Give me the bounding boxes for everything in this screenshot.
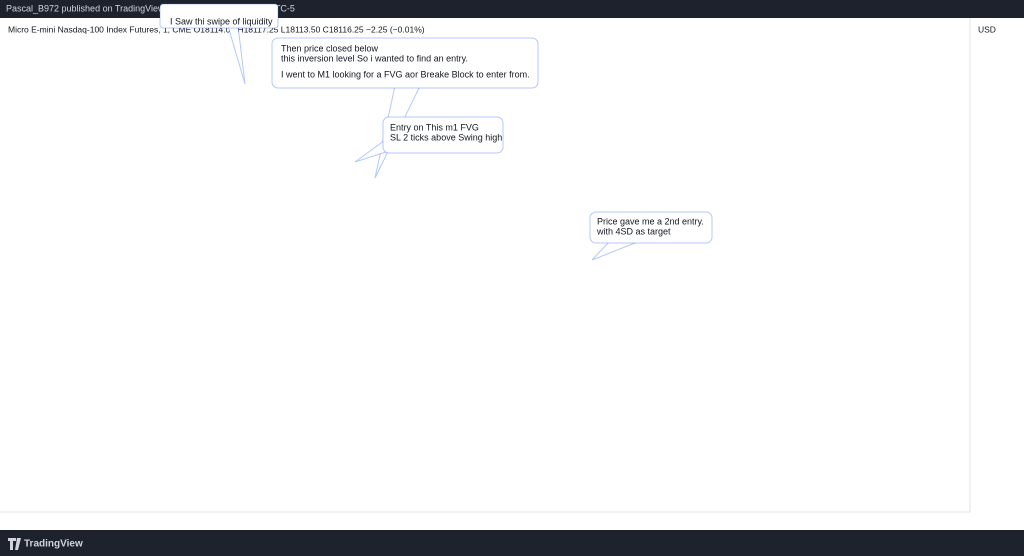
callout-text: with 4SD as target [596, 226, 671, 236]
callout-box [271, 37, 539, 89]
callout-text: I went to M1 looking for a FVG aor Break… [281, 69, 530, 79]
callout: I Saw thi swipe of liquidity [159, 3, 279, 85]
publisher: Pascal_B972 published on TradingView.com… [6, 3, 295, 13]
footer-brand: TradingView [24, 539, 83, 550]
chart-title: Micro E-mini Nasdaq-100 Index Futures, 1… [8, 24, 425, 34]
callout-text: this inversion level So i wanted to find… [281, 53, 468, 63]
callout-text: I Saw thi swipe of liquidity [170, 16, 273, 26]
callout-text: Price gave me a 2nd entry. [597, 216, 704, 226]
callout-box [382, 116, 504, 154]
currency: USD [978, 24, 996, 34]
callout-box [589, 211, 713, 244]
callout-box [159, 3, 279, 29]
callout: Price gave me a 2nd entry. with 4SD as t… [589, 211, 713, 261]
callout: Entry on This m1 FVG SL 2 ticks above Sw… [354, 116, 504, 163]
callout-text: Then price closed below [281, 43, 379, 53]
callout-text: SL 2 ticks above Swing high [390, 132, 502, 142]
callout-text: Entry on This m1 FVG [390, 122, 479, 132]
chart-area [0, 18, 1024, 530]
logo [8, 538, 21, 550]
